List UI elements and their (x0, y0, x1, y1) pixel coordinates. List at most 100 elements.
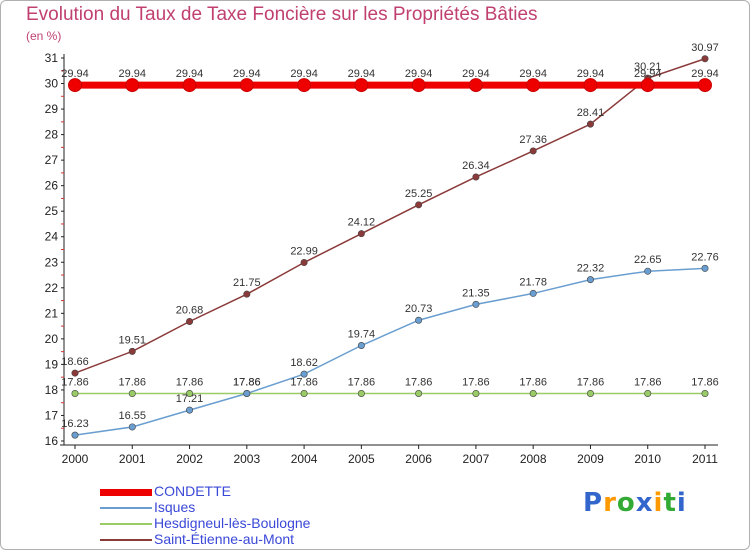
x-tick-label: 2004 (291, 452, 318, 466)
chart-axes: 16 17 18 19 20 21 22 23 24 25 26 27 28 29 30 31 2000 2001… (45, 51, 719, 466)
x-tick-label: 2008 (520, 452, 547, 466)
data-label: 27.36 (519, 134, 547, 146)
data-label: 17.86 (233, 377, 261, 389)
data-label: 17.21 (176, 393, 204, 405)
data-label: 24.12 (348, 217, 376, 229)
data-label: 29.94 (519, 68, 547, 80)
series-line-1 (74, 267, 706, 436)
data-point (701, 55, 709, 63)
data-label: 29.94 (691, 68, 719, 80)
legend-item: Saint-Étienne-au-Mont (100, 531, 400, 548)
data-label: 20.68 (176, 305, 204, 317)
y-tick-label: 20 (45, 332, 59, 346)
data-label: 17.86 (290, 377, 318, 389)
data-label: 29.94 (405, 68, 433, 80)
proxiti-logo: Proxiti (583, 488, 687, 518)
data-point (357, 390, 365, 398)
data-label: 17.86 (462, 377, 490, 389)
legend-item: Hesdigneul-lès-Boulogne (100, 515, 400, 532)
data-label: 17.86 (405, 377, 433, 389)
x-tick-label: 2002 (176, 452, 203, 466)
x-tick-label: 2000 (62, 452, 89, 466)
data-point (128, 390, 136, 398)
legend-label: Isques (154, 499, 196, 515)
data-label: 21.35 (462, 287, 490, 299)
data-label: 29.94 (61, 68, 89, 80)
data-label: 16.23 (61, 418, 89, 430)
data-label: 29.94 (577, 68, 605, 80)
data-label: 29.94 (634, 68, 662, 80)
series-line-3 (74, 58, 706, 374)
data-point (411, 78, 426, 93)
data-label: 17.86 (691, 377, 719, 389)
data-point (415, 316, 423, 324)
data-point (300, 390, 308, 398)
data-point (472, 173, 480, 181)
data-point (586, 120, 594, 128)
data-label: 28.41 (577, 107, 605, 119)
legend-swatch (100, 488, 152, 496)
data-point (71, 390, 79, 398)
legend-label: Hesdigneul-lès-Boulogne (154, 515, 311, 531)
data-label: 17.86 (348, 377, 376, 389)
data-label: 17.86 (176, 377, 204, 389)
y-tick-label: 27 (45, 153, 59, 167)
data-label: 17.86 (119, 377, 147, 389)
y-tick-label: 23 (45, 255, 59, 269)
legend-label: CONDETTE (154, 483, 231, 499)
data-point (357, 342, 365, 350)
data-point (125, 78, 140, 93)
x-tick-label: 2006 (405, 452, 432, 466)
y-tick-label: 28 (45, 128, 59, 142)
data-point (186, 318, 194, 326)
logo-letter: x (635, 488, 654, 518)
data-point (583, 78, 598, 93)
y-tick-label: 31 (45, 51, 59, 65)
y-tick-label: 30 (45, 77, 59, 91)
data-label: 21.78 (519, 276, 547, 288)
data-point (71, 431, 79, 439)
data-label: 22.99 (290, 246, 318, 258)
data-label: 25.25 (405, 188, 433, 200)
logo-letter: i (676, 488, 687, 518)
logo-letter: r (603, 488, 617, 518)
chart-unit-label: (en %) (26, 29, 62, 43)
data-label: 22.76 (691, 251, 719, 263)
y-tick-label: 16 (45, 434, 59, 448)
data-point (529, 390, 537, 398)
data-label: 17.86 (61, 377, 89, 389)
data-label: 17.86 (634, 377, 662, 389)
data-point (71, 369, 79, 377)
data-label: 29.94 (119, 68, 147, 80)
data-point (640, 78, 655, 93)
y-tick-label: 18 (45, 383, 59, 397)
data-point (415, 201, 423, 209)
data-point (698, 78, 712, 93)
chart-series (68, 55, 712, 439)
x-tick-label: 2010 (634, 452, 661, 466)
data-point (529, 147, 537, 155)
data-point (186, 390, 194, 398)
legend-item: Isques (100, 499, 400, 516)
data-label: 30.21 (634, 61, 662, 73)
y-tick-label: 26 (45, 179, 59, 193)
logo-letter: P (583, 488, 604, 518)
data-label: 29.94 (462, 68, 490, 80)
data-point (701, 390, 709, 398)
data-point (300, 370, 308, 378)
data-point (243, 290, 251, 298)
data-point (186, 406, 194, 414)
data-point (128, 347, 136, 355)
data-point (472, 390, 480, 398)
data-label: 18.62 (290, 357, 318, 369)
logo-letter: t (663, 488, 677, 518)
data-label: 30.97 (691, 42, 719, 54)
y-tick-label: 19 (45, 357, 59, 371)
data-point (701, 264, 709, 272)
x-tick-label: 2003 (233, 452, 260, 466)
data-point (586, 390, 594, 398)
data-label: 29.94 (233, 68, 261, 80)
x-tick-label: 2005 (348, 452, 375, 466)
legend-item: CONDETTE (100, 483, 400, 500)
